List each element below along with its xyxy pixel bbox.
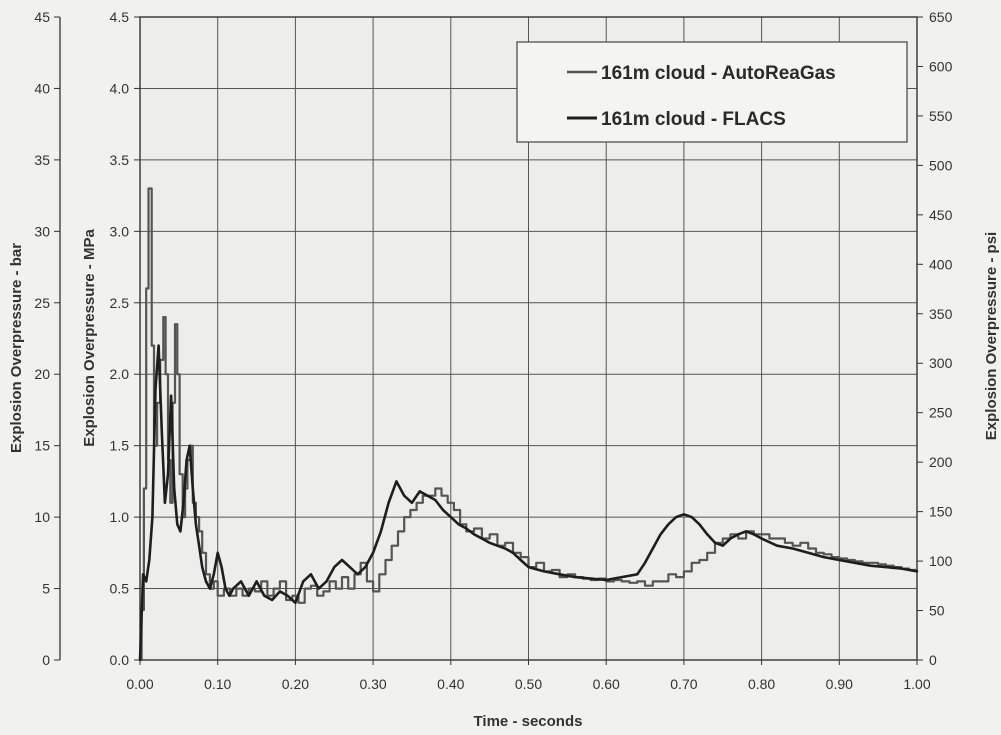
series-line-flacs bbox=[138, 344, 919, 662]
x-tick-label: 0.10 bbox=[204, 676, 231, 692]
y-axis-title-bar: Explosion Overpressure - bar bbox=[8, 243, 25, 453]
y-tick-label-bar: 45 bbox=[34, 9, 50, 25]
y-tick-label-bar: 0 bbox=[42, 652, 50, 668]
y-tick-label-bar: 25 bbox=[34, 295, 50, 311]
x-tick-label: 0.60 bbox=[593, 676, 620, 692]
y-tick-label-bar: 10 bbox=[34, 509, 50, 525]
y-tick-label-psi: 250 bbox=[929, 405, 953, 421]
y-tick-label-psi: 150 bbox=[929, 504, 953, 520]
y-tick-label-psi: 400 bbox=[929, 256, 953, 272]
x-tick-label: 0.20 bbox=[282, 676, 309, 692]
x-tick-label: 0.00 bbox=[126, 676, 153, 692]
tick-labels: 0.00 0.10 0.20 0.30 0.40 0.50 0.60 0.70 0.80 0.90… bbox=[34, 9, 952, 692]
y-tick-label-psi: 350 bbox=[929, 306, 953, 322]
y-tick-label-psi: 100 bbox=[929, 553, 953, 569]
x-axis-title: Time - seconds bbox=[474, 713, 583, 730]
y-tick-label-mpa: 1.0 bbox=[110, 509, 130, 525]
legend-box bbox=[516, 41, 908, 143]
y-tick-label-mpa: 2.5 bbox=[110, 295, 130, 311]
y-tick-label-psi: 200 bbox=[929, 454, 953, 470]
legend: 161m cloud - AutoReaGas 161m cloud - FLA… bbox=[516, 41, 908, 143]
legend-label-autoreagas: 161m cloud - AutoReaGas bbox=[601, 63, 836, 84]
y-tick-label-mpa: 2.0 bbox=[110, 366, 130, 382]
y-tick-label-psi: 450 bbox=[929, 207, 953, 223]
y-tick-label-psi: 500 bbox=[929, 157, 953, 173]
y-tick-label-mpa: 0.5 bbox=[110, 581, 130, 597]
series-layer bbox=[138, 187, 919, 662]
y-tick-label-mpa: 1.5 bbox=[110, 438, 130, 454]
y-tick-label-psi: 50 bbox=[929, 603, 945, 619]
y-tick-label-mpa: 3.0 bbox=[110, 223, 130, 239]
x-tick-label: 0.50 bbox=[515, 676, 542, 692]
y-tick-label-bar: 30 bbox=[34, 223, 50, 239]
x-tick-label: 0.90 bbox=[826, 676, 853, 692]
x-tick-label: 1.00 bbox=[903, 676, 930, 692]
y-tick-label-mpa: 4.0 bbox=[110, 80, 130, 96]
x-tick-label: 0.80 bbox=[748, 676, 775, 692]
y-axis-title-mpa: Explosion Overpressure - MPa bbox=[81, 229, 98, 447]
y-tick-label-mpa: 3.5 bbox=[110, 152, 130, 168]
y-tick-label-psi: 600 bbox=[929, 58, 953, 74]
axes bbox=[54, 16, 923, 665]
y-tick-label-psi: 0 bbox=[929, 652, 937, 668]
y-tick-label-psi: 550 bbox=[929, 108, 953, 124]
x-tick-label: 0.40 bbox=[437, 676, 464, 692]
y-tick-label-mpa: 4.5 bbox=[110, 9, 130, 25]
y-tick-label-psi: 300 bbox=[929, 355, 953, 371]
x-tick-label: 0.30 bbox=[359, 676, 386, 692]
y-tick-label-mpa: 0.0 bbox=[110, 652, 130, 668]
y-tick-label-bar: 15 bbox=[34, 438, 50, 454]
y-axis-title-psi: Explosion Overpressure - psi bbox=[983, 232, 1000, 440]
y-tick-label-bar: 40 bbox=[34, 80, 50, 96]
x-tick-label: 0.70 bbox=[670, 676, 697, 692]
y-tick-label-bar: 5 bbox=[42, 581, 50, 597]
y-tick-label-psi: 650 bbox=[929, 9, 953, 25]
y-tick-label-bar: 35 bbox=[34, 152, 50, 168]
legend-label-flacs: 161m cloud - FLACS bbox=[601, 109, 786, 130]
y-tick-label-bar: 20 bbox=[34, 366, 50, 382]
plot-frame bbox=[139, 16, 918, 661]
